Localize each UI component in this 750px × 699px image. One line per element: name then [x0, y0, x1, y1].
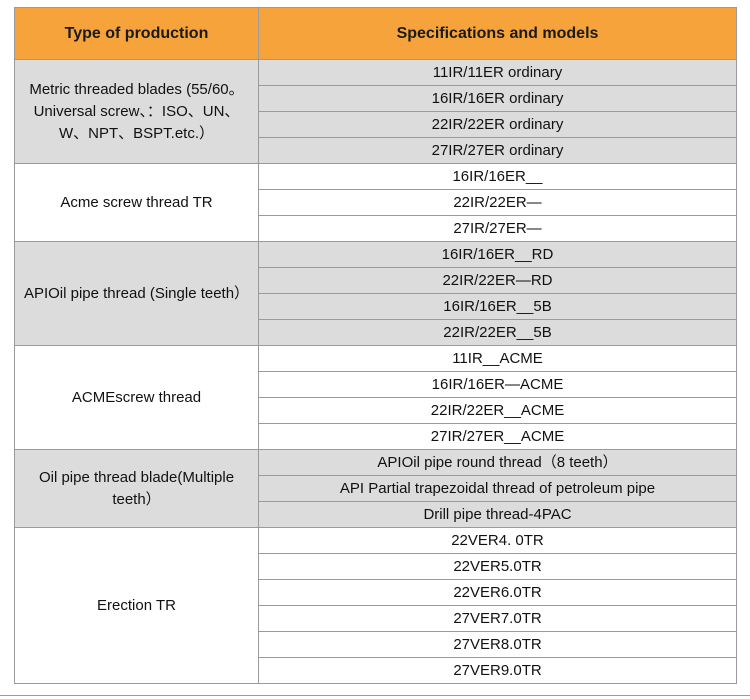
table-row: 22IR/22ER—: [15, 189, 737, 216]
production-type-cell: Metric threaded blades (55/60。Universal …: [14, 59, 259, 164]
spec-model-cell: 27IR/27ER__ACME: [258, 423, 737, 450]
spec-model-cell: 27IR/27ER—: [258, 215, 737, 242]
table-row: 22VER6.0TR: [15, 579, 737, 606]
table-row: 22IR/22ER__ACME: [15, 397, 737, 424]
spec-model-cell: 16IR/16ER__: [258, 163, 737, 190]
spec-model-cell: 22IR/22ER ordinary: [258, 111, 737, 138]
table-body: Metric threaded blades (55/60。Universal …: [14, 59, 737, 684]
header-specifications-and-models: Specifications and models: [258, 7, 737, 60]
table-row: Acme screw thread TR 16IR/16ER__: [14, 163, 737, 242]
spec-model-cell: 27VER8.0TR: [258, 631, 737, 658]
spec-model-cell: 22IR/22ER—: [258, 189, 737, 216]
production-type-cell: Acme screw thread TR: [14, 163, 259, 242]
bottom-divider: [0, 695, 750, 696]
product-spec-table: Type of production Specifications and mo…: [14, 7, 737, 684]
table-row: APIOil pipe thread (Single teeth） 16IR/16…: [14, 241, 737, 346]
spec-model-cell: 22VER4. 0TR: [258, 527, 737, 554]
spec-model-cell: 22VER5.0TR: [258, 553, 737, 580]
table-row: 27IR/27ER__ACME: [15, 423, 737, 450]
header-row: Type of production Specifications and mo…: [14, 7, 737, 60]
table-row: ACMEscrew thread 11IR__ACME: [14, 345, 737, 450]
spec-model-cell: 11IR__ACME: [258, 345, 737, 372]
spec-model-cell: 22IR/22ER__5B: [258, 319, 737, 346]
spec-model-cell: 16IR/16ER ordinary: [258, 85, 737, 112]
spec-model-cell: 22VER6.0TR: [258, 579, 737, 606]
spec-model-cell: API Partial trapezoidal thread of petrol…: [258, 475, 737, 502]
production-type-cell: ACMEscrew thread: [14, 345, 259, 450]
spec-model-cell: APIOil pipe round thread（8 teeth）: [258, 449, 737, 476]
table-row: 16IR/16ER ordinary: [15, 85, 737, 112]
table-row: Metric threaded blades (55/60。Universal …: [14, 59, 737, 164]
table-row: 27VER9.0TR: [15, 657, 737, 684]
spec-model-cell: 22IR/22ER__ACME: [258, 397, 737, 424]
production-type-cell: Erection TR: [14, 527, 259, 684]
production-type-cell: APIOil pipe thread (Single teeth）: [14, 241, 259, 346]
spec-model-cell: 11IR/11ER ordinary: [258, 59, 737, 86]
table-row: 22VER5.0TR: [15, 553, 737, 580]
spec-model-cell: 27VER9.0TR: [258, 657, 737, 684]
production-type-cell: Oil pipe thread blade(Multiple teeth）: [14, 449, 259, 528]
header-type-of-production: Type of production: [14, 7, 259, 60]
table-row: Erection TR 22VER4. 0TR: [14, 527, 737, 684]
table-row: 16IR/16ER__5B: [15, 293, 737, 320]
table-row: 22IR/22ER__5B: [15, 319, 737, 346]
table-row: 16IR/16ER—ACME: [15, 371, 737, 398]
table-row: 27VER7.0TR: [15, 605, 737, 632]
table-row: 27IR/27ER—: [15, 215, 737, 242]
spec-model-cell: Drill pipe thread-4PAC: [258, 501, 737, 528]
spec-model-cell: 16IR/16ER__RD: [258, 241, 737, 268]
table-row: Oil pipe thread blade(Multiple teeth） API…: [14, 449, 737, 528]
spec-model-cell: 16IR/16ER__5B: [258, 293, 737, 320]
spec-model-cell: 27IR/27ER ordinary: [258, 137, 737, 164]
table-row: 22IR/22ER—RD: [15, 267, 737, 294]
spec-model-cell: 27VER7.0TR: [258, 605, 737, 632]
spec-model-cell: 16IR/16ER—ACME: [258, 371, 737, 398]
spec-model-cell: 22IR/22ER—RD: [258, 267, 737, 294]
